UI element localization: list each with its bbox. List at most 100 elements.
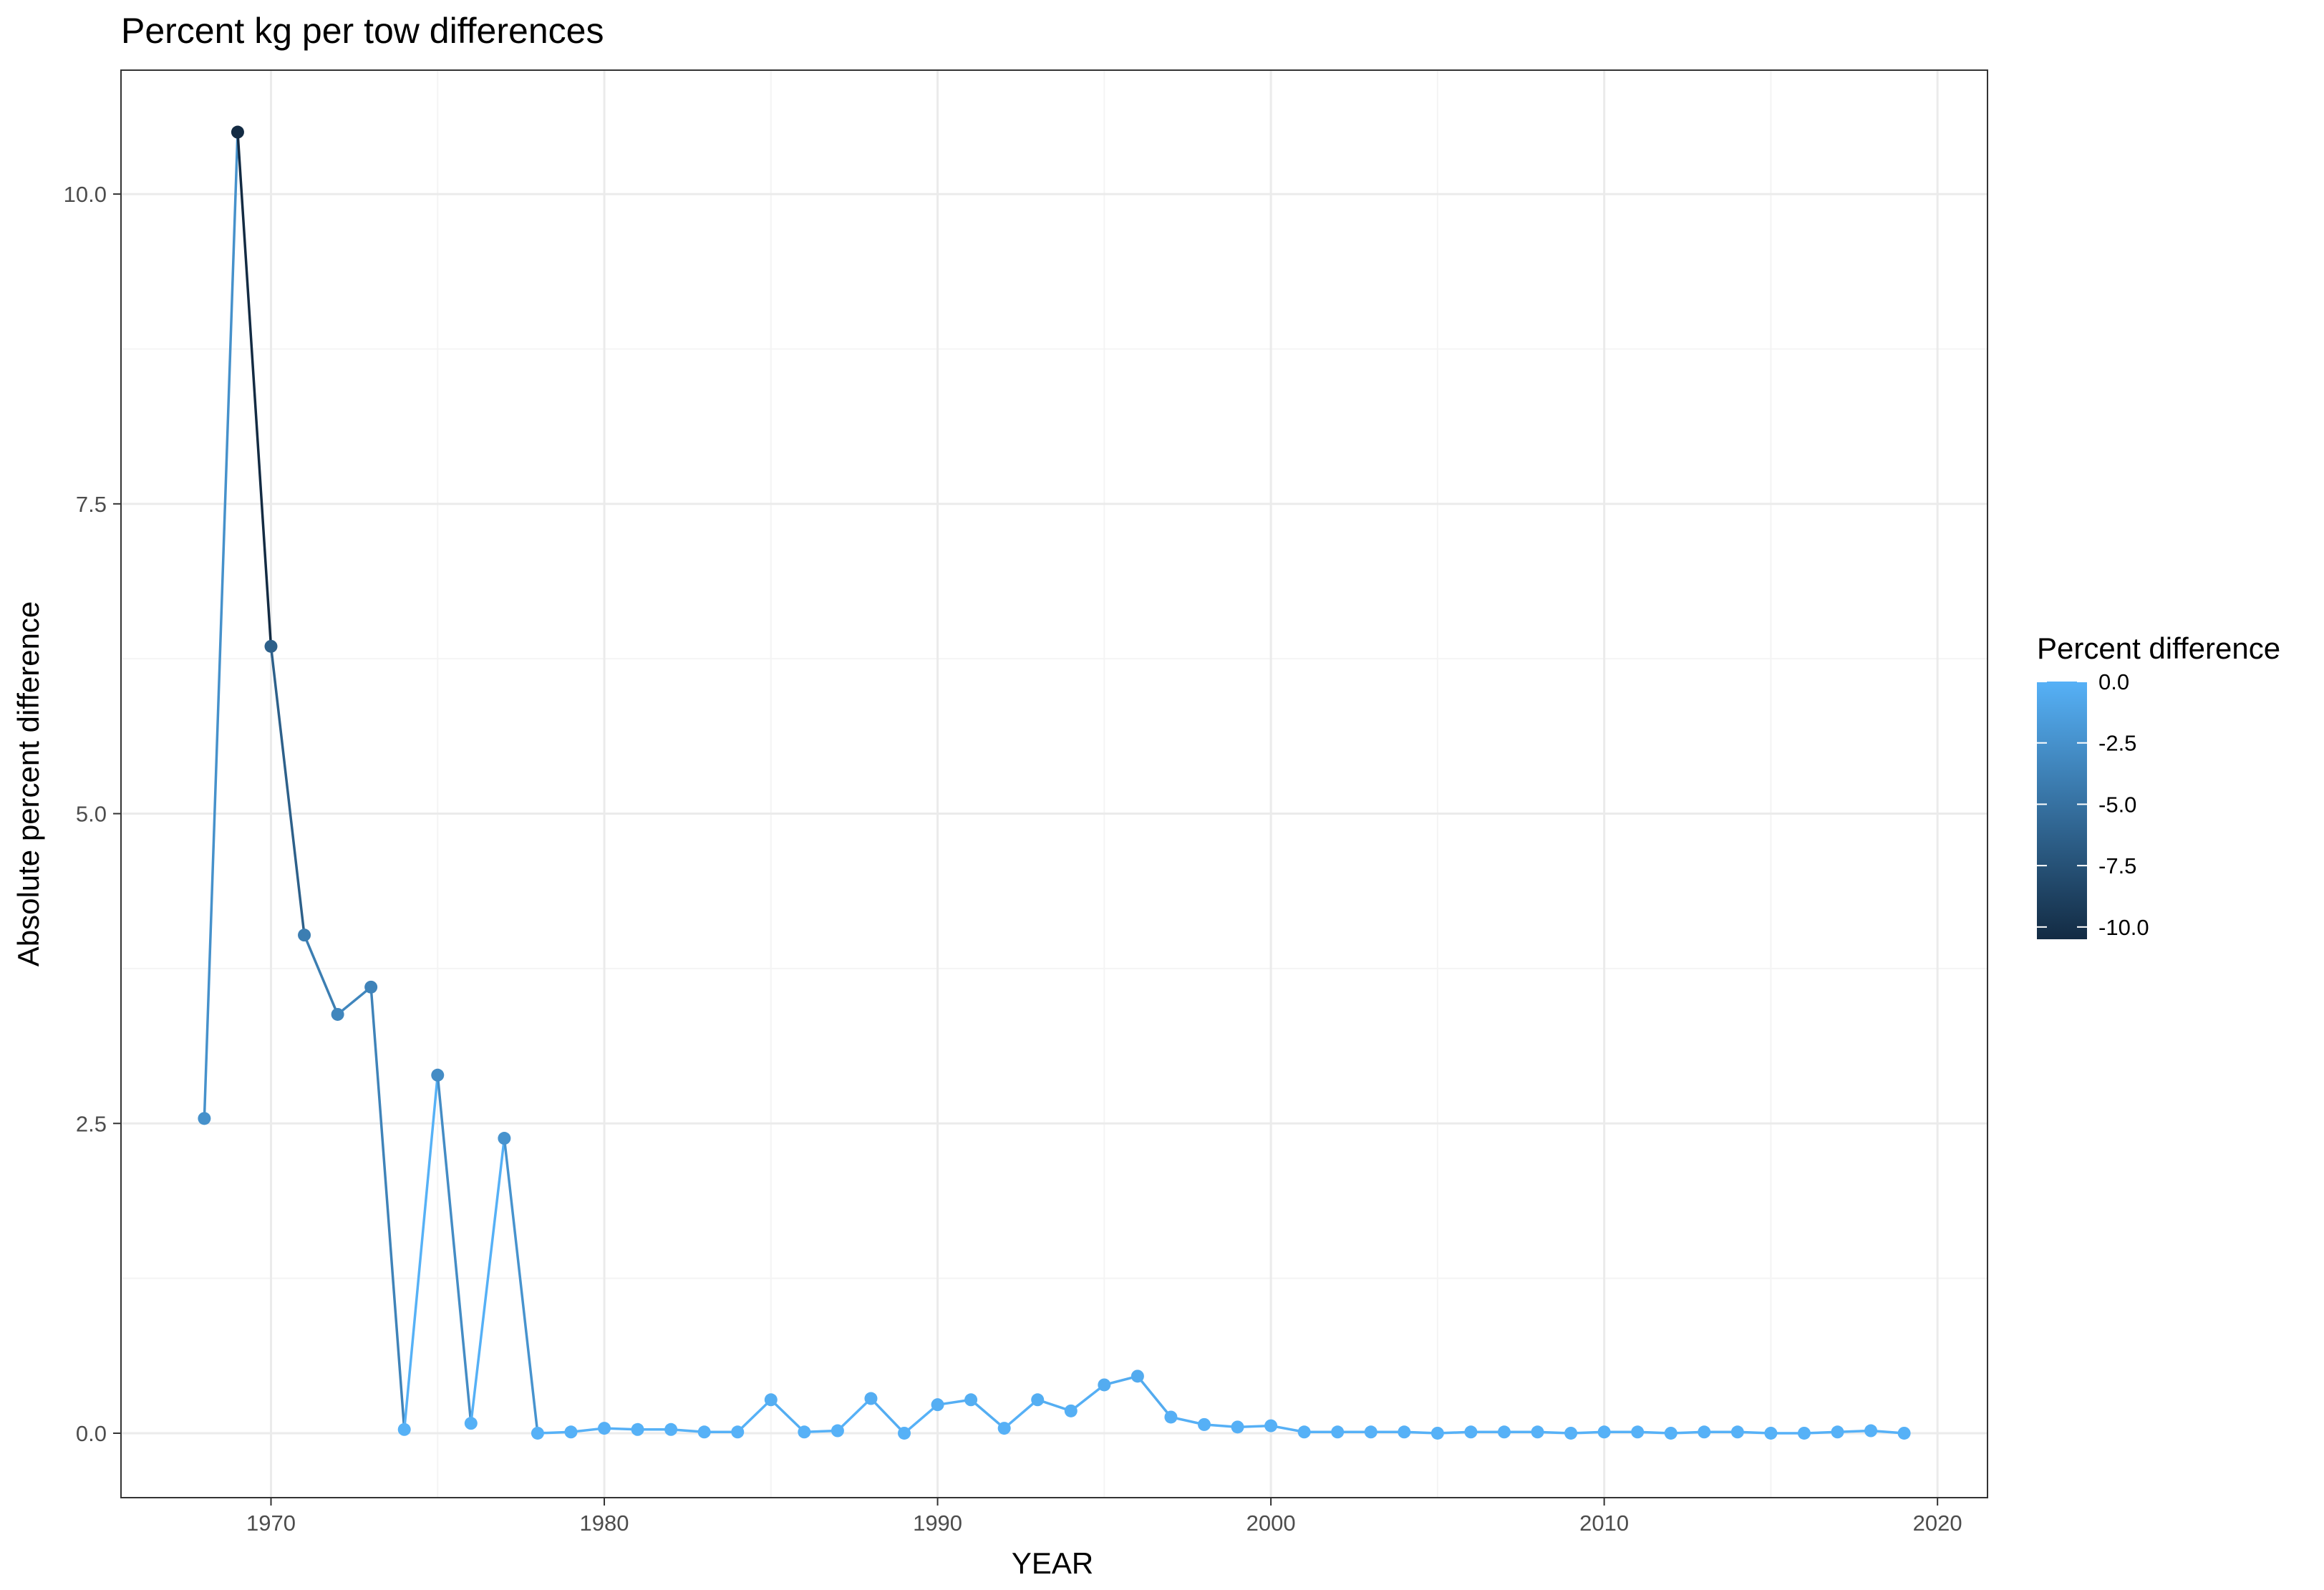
- data-point: [431, 1068, 445, 1082]
- data-point: [364, 980, 378, 994]
- series-points: [198, 125, 1911, 1440]
- x-tick-label: 1970: [246, 1511, 296, 1536]
- x-tick-label: 1980: [580, 1511, 629, 1536]
- x-axis-title: YEAR: [1012, 1546, 1093, 1580]
- line-segment: [303, 934, 339, 1016]
- data-point: [1031, 1393, 1045, 1407]
- data-point: [231, 125, 244, 139]
- line-segment: [836, 1397, 873, 1433]
- data-point: [598, 1422, 611, 1435]
- line-segment: [436, 1074, 473, 1425]
- line-segment: [770, 1398, 806, 1434]
- data-point: [498, 1132, 511, 1145]
- data-point: [964, 1393, 978, 1407]
- line-segment: [869, 1397, 906, 1435]
- data-point: [898, 1426, 911, 1440]
- line-segment: [503, 1137, 539, 1435]
- line-segment: [203, 130, 239, 1120]
- y-tick-label: 10.0: [64, 182, 107, 207]
- line-segment: [903, 1403, 939, 1435]
- data-point: [1564, 1426, 1578, 1440]
- x-axis: 1970 1980 1990 2000 2010 2020: [246, 1498, 1962, 1536]
- y-axis: 0.0 2.5 5.0 7.5 10.0: [64, 182, 121, 1446]
- legend-title: Percent difference: [2037, 631, 2280, 665]
- x-tick-label: 2020: [1913, 1511, 1962, 1536]
- data-point: [1297, 1425, 1311, 1439]
- data-point: [1764, 1426, 1778, 1440]
- legend-tick-label: -2.5: [2098, 731, 2136, 756]
- legend-tick-label: -7.5: [2098, 853, 2136, 878]
- y-tick-label: 7.5: [76, 492, 107, 517]
- data-point: [1698, 1425, 1711, 1439]
- data-point: [731, 1425, 745, 1439]
- data-point: [1497, 1425, 1511, 1439]
- data-point: [1831, 1425, 1844, 1439]
- data-point: [1730, 1425, 1744, 1439]
- data-point: [564, 1425, 578, 1439]
- line-segment: [1136, 1375, 1173, 1419]
- x-tick-label: 1990: [913, 1511, 962, 1536]
- data-point: [1098, 1378, 1111, 1392]
- line-segment: [470, 1137, 506, 1425]
- panel-border: [120, 69, 1988, 1498]
- data-point: [664, 1422, 678, 1436]
- data-point: [397, 1422, 411, 1436]
- line-segment: [1070, 1383, 1106, 1412]
- data-point: [1631, 1425, 1645, 1439]
- data-point: [1897, 1426, 1911, 1440]
- data-point: [1597, 1425, 1611, 1439]
- legend: Percent difference 0.0 -2.5 -5.0 -7.5 -10.0: [2037, 631, 2280, 940]
- data-point: [997, 1422, 1011, 1435]
- data-point: [1164, 1410, 1178, 1424]
- line-segment: [269, 645, 306, 936]
- chart-title: Percent kg per tow differences: [121, 11, 604, 51]
- line-segment: [736, 1398, 773, 1434]
- data-point: [1531, 1425, 1544, 1439]
- data-point: [764, 1393, 778, 1407]
- line-segment: [336, 986, 372, 1016]
- data-point: [798, 1425, 811, 1439]
- data-point: [697, 1425, 711, 1439]
- data-point: [1064, 1404, 1078, 1417]
- data-point: [1398, 1425, 1411, 1439]
- line-segment: [969, 1398, 1006, 1430]
- y-tick-label: 5.0: [76, 802, 107, 827]
- data-point: [1231, 1420, 1244, 1434]
- data-point: [1797, 1426, 1811, 1440]
- data-point: [864, 1392, 878, 1405]
- data-point: [331, 1007, 344, 1021]
- data-point: [1197, 1417, 1211, 1431]
- series-line: [203, 130, 1906, 1435]
- data-point: [1364, 1425, 1378, 1439]
- legend-tick-label: 0.0: [2098, 669, 2129, 694]
- y-axis-title: Absolute percent difference: [11, 601, 45, 967]
- data-point: [1264, 1419, 1278, 1433]
- line-segment: [1002, 1398, 1039, 1430]
- data-point: [631, 1422, 644, 1436]
- data-point: [298, 929, 311, 942]
- data-point: [1331, 1425, 1345, 1439]
- data-point: [264, 639, 278, 653]
- data-point: [1464, 1425, 1478, 1439]
- y-tick-label: 0.0: [76, 1421, 107, 1446]
- y-tick-label: 2.5: [76, 1111, 107, 1136]
- legend-tick-label: -5.0: [2098, 792, 2136, 817]
- data-point: [831, 1424, 844, 1438]
- data-point: [464, 1417, 478, 1430]
- line-segment: [236, 130, 273, 648]
- legend-tick-label: -10.0: [2098, 915, 2149, 940]
- line-segment: [402, 1074, 440, 1431]
- legend-ticks: 0.0 -2.5 -5.0 -7.5 -10.0: [2037, 669, 2149, 940]
- line-segment: [369, 986, 406, 1431]
- data-point: [1430, 1426, 1444, 1440]
- data-point: [931, 1398, 944, 1412]
- data-point: [531, 1426, 544, 1440]
- data-point: [1130, 1370, 1144, 1383]
- data-point: [1664, 1426, 1677, 1440]
- grid: [121, 70, 1987, 1498]
- data-point: [198, 1112, 211, 1125]
- legend-colorbar: [2037, 682, 2087, 939]
- x-tick-label: 2010: [1579, 1511, 1629, 1536]
- x-tick-label: 2000: [1246, 1511, 1296, 1536]
